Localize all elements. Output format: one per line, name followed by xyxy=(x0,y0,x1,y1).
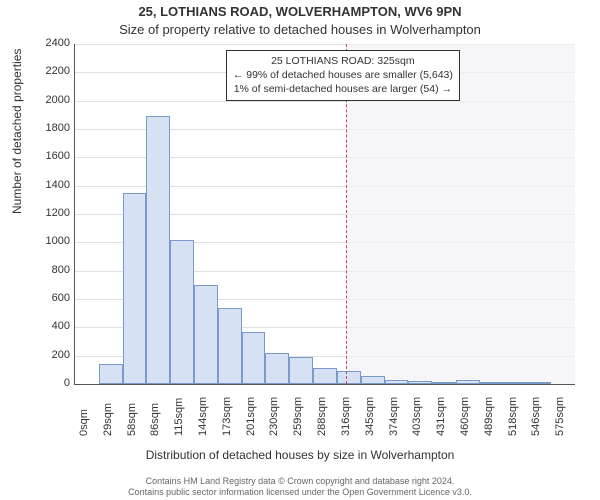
histogram-bar xyxy=(504,382,528,384)
histogram-bar xyxy=(408,381,432,384)
x-tick-label: 546sqm xyxy=(530,397,542,436)
y-tick-label: 2400 xyxy=(30,37,70,49)
histogram-bar xyxy=(99,364,123,384)
callout-line2: ← 99% of detached houses are smaller (5,… xyxy=(233,68,453,82)
plot-area: 25 LOTHIANS ROAD: 325sqm ← 99% of detach… xyxy=(74,44,575,385)
callout-box: 25 LOTHIANS ROAD: 325sqm ← 99% of detach… xyxy=(226,50,460,101)
histogram-bar xyxy=(480,382,504,384)
callout-line1: 25 LOTHIANS ROAD: 325sqm xyxy=(233,54,453,68)
x-tick-label: 288sqm xyxy=(316,397,328,436)
x-tick-label: 0sqm xyxy=(78,409,90,436)
y-tick-label: 800 xyxy=(30,264,70,276)
x-tick-label: 374sqm xyxy=(388,397,400,436)
y-tick-label: 600 xyxy=(30,292,70,304)
histogram-bar xyxy=(337,371,361,384)
histogram-bar xyxy=(123,193,147,384)
callout-line3: 1% of semi-detached houses are larger (5… xyxy=(233,82,453,96)
x-tick-label: 431sqm xyxy=(435,397,447,436)
histogram-bar xyxy=(265,353,289,384)
x-tick-label: 575sqm xyxy=(554,397,566,436)
histogram-bar xyxy=(289,357,313,384)
x-tick-label: 230sqm xyxy=(268,397,280,436)
x-axis-label: Distribution of detached houses by size … xyxy=(0,448,600,462)
y-tick-label: 1400 xyxy=(30,179,70,191)
x-tick-label: 173sqm xyxy=(221,397,233,436)
y-tick-label: 2200 xyxy=(30,65,70,77)
footer-line1: Contains HM Land Registry data © Crown c… xyxy=(0,476,600,487)
y-tick-label: 200 xyxy=(30,349,70,361)
histogram-bar xyxy=(146,116,170,384)
histogram-bar xyxy=(385,380,409,384)
x-ticks: 0sqm 29sqm 58sqm 86sqm 115sqm 144sqm 173sqm 201… xyxy=(74,386,574,446)
histogram-bar xyxy=(242,332,266,384)
histogram-bar xyxy=(361,376,385,385)
x-tick-label: 316sqm xyxy=(340,397,352,436)
x-tick-label: 86sqm xyxy=(149,403,161,436)
histogram-bar xyxy=(194,285,218,384)
y-tick-label: 0 xyxy=(30,377,70,389)
x-tick-label: 58sqm xyxy=(126,403,138,436)
x-tick-label: 460sqm xyxy=(459,397,471,436)
histogram-bar xyxy=(527,382,551,384)
y-tick-label: 2000 xyxy=(30,94,70,106)
x-tick-label: 115sqm xyxy=(173,398,185,436)
x-tick-label: 144sqm xyxy=(197,397,209,436)
y-tick-label: 1800 xyxy=(30,122,70,134)
histogram-bar xyxy=(170,240,194,385)
x-tick-label: 259sqm xyxy=(292,397,304,436)
chart-title-subtitle: Size of property relative to detached ho… xyxy=(0,22,600,37)
footer-attribution: Contains HM Land Registry data © Crown c… xyxy=(0,476,600,499)
y-tick-label: 400 xyxy=(30,320,70,332)
chart-container: 25, LOTHIANS ROAD, WOLVERHAMPTON, WV6 9P… xyxy=(0,0,600,500)
y-tick-label: 1600 xyxy=(30,150,70,162)
chart-title-address: 25, LOTHIANS ROAD, WOLVERHAMPTON, WV6 9P… xyxy=(0,4,600,19)
histogram-bar xyxy=(218,308,242,385)
x-tick-label: 201sqm xyxy=(245,397,257,436)
x-tick-label: 29sqm xyxy=(102,403,114,436)
footer-line2: Contains public sector information licen… xyxy=(0,487,600,498)
histogram-bar xyxy=(432,382,456,384)
histogram-bar xyxy=(456,380,480,384)
x-tick-label: 489sqm xyxy=(483,397,495,436)
y-tick-label: 1200 xyxy=(30,207,70,219)
y-axis-label: Number of detached properties xyxy=(10,49,24,214)
histogram-bar xyxy=(313,368,337,384)
y-tick-label: 1000 xyxy=(30,235,70,247)
x-tick-label: 518sqm xyxy=(507,397,519,436)
x-tick-label: 345sqm xyxy=(364,397,376,436)
x-tick-label: 403sqm xyxy=(411,397,423,436)
